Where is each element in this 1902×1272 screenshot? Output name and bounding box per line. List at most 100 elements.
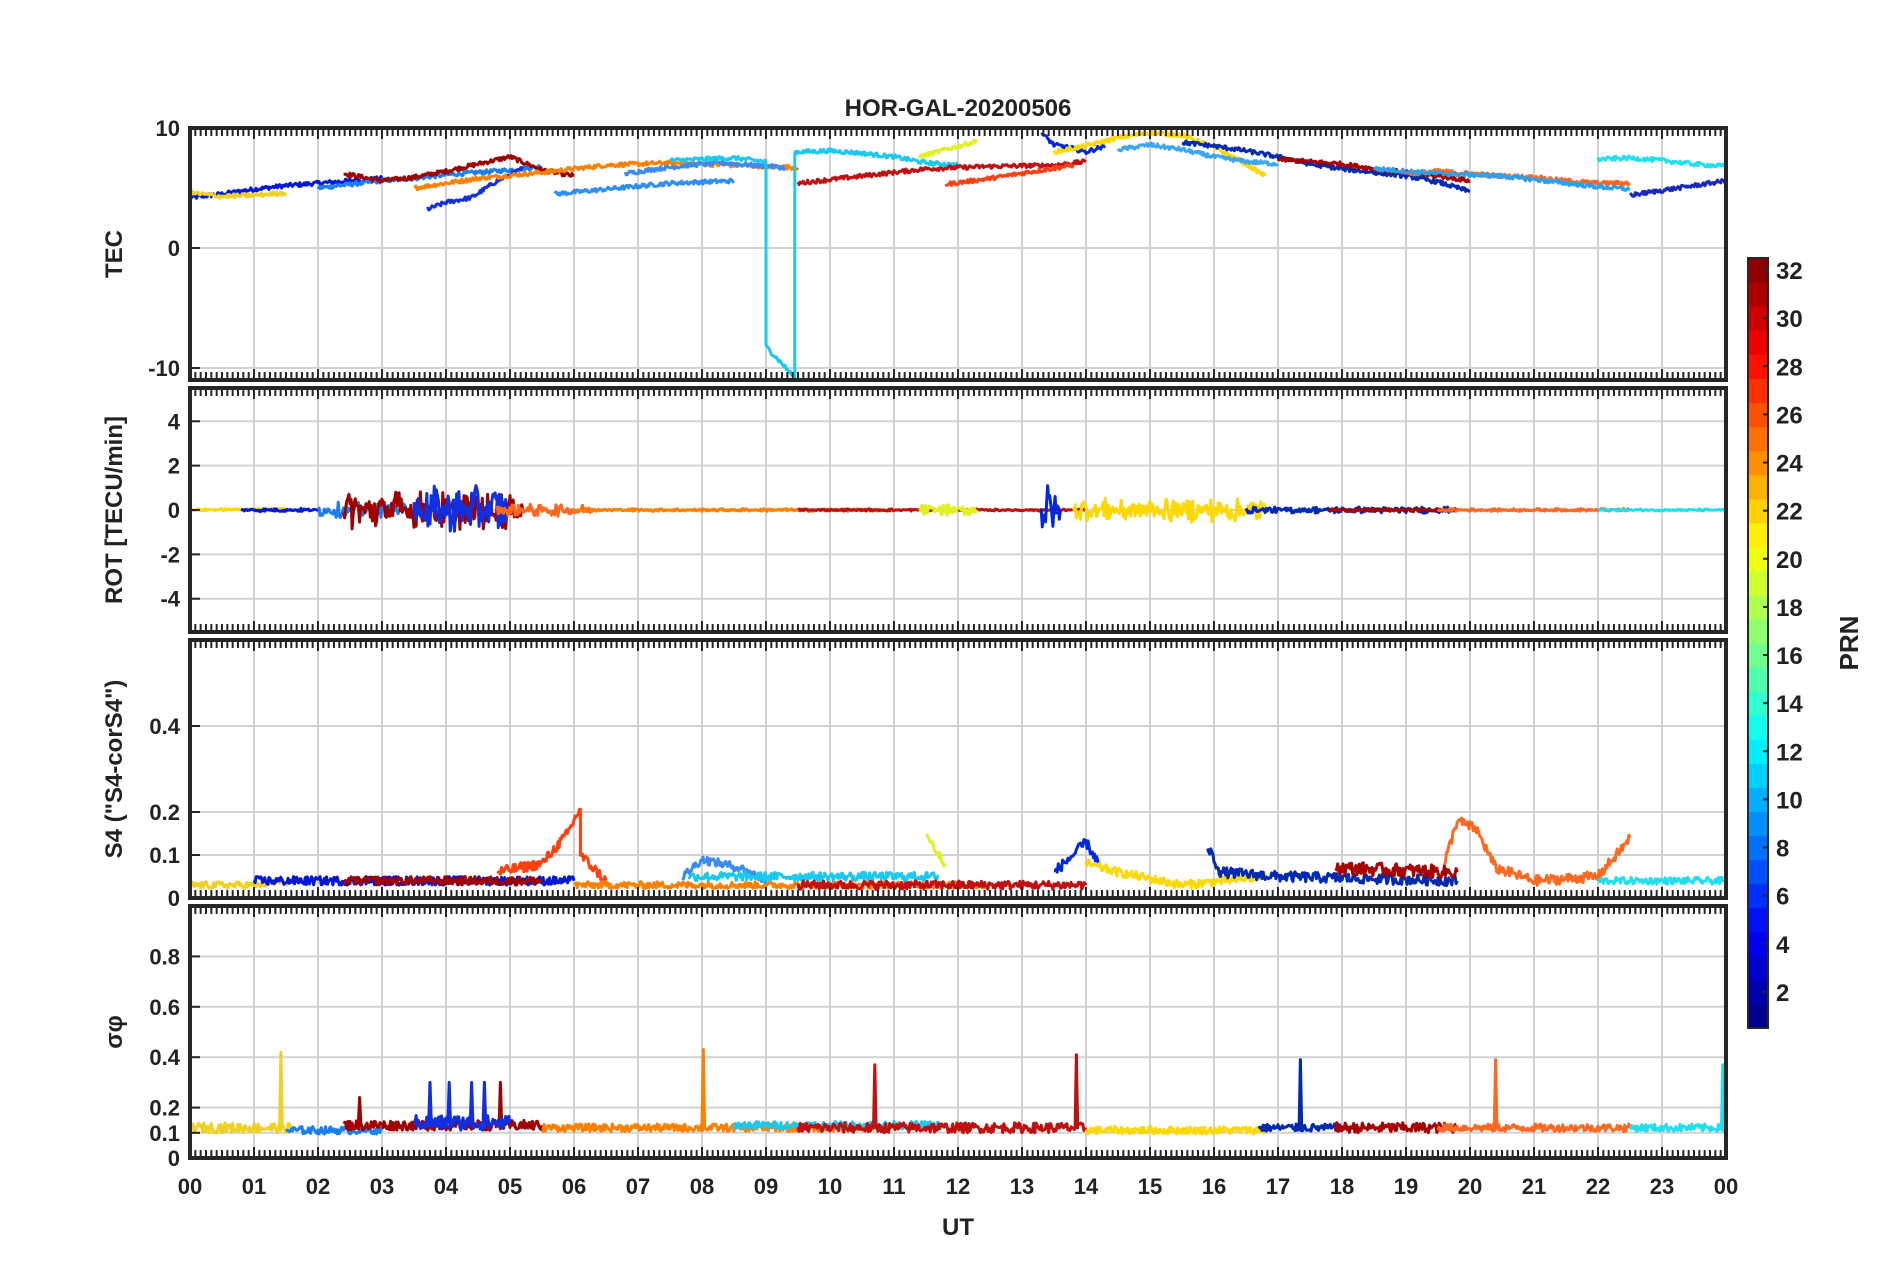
- colorbar-segment: [1748, 618, 1768, 644]
- series-prn-13: [1628, 1063, 1726, 1133]
- colorbar-tick-label: 14: [1776, 691, 1803, 718]
- colorbar-tick-label: 6: [1776, 884, 1789, 911]
- chart-title: HOR-GAL-20200506: [845, 95, 1072, 122]
- series-prn-13: [687, 870, 940, 883]
- y-tick-label: 0: [168, 886, 180, 911]
- series-prn-10: [316, 164, 544, 191]
- series-prn-30: [1334, 1121, 1459, 1135]
- series-prn-4: [412, 484, 511, 533]
- colorbar-tick-label: 16: [1776, 643, 1803, 670]
- colorbar-frame: [1747, 257, 1769, 1029]
- y-tick-label: 0.1: [149, 843, 180, 868]
- x-tick-label: 06: [562, 1174, 586, 1199]
- series-prn-2: [1181, 139, 1471, 194]
- series-prn-27: [496, 807, 608, 883]
- x-tick-label: 11: [882, 1174, 905, 1199]
- series-prn-31: [343, 154, 575, 184]
- y-tick-label: 0.8: [149, 944, 180, 969]
- colorbar-segment: [1748, 955, 1768, 981]
- colorbar-segment: [1748, 643, 1768, 668]
- y-tick-label: 0.2: [149, 800, 180, 825]
- colorbar-segment: [1748, 739, 1768, 764]
- y-tick-label: -4: [160, 587, 180, 612]
- colorbar-segment: [1748, 763, 1768, 788]
- series-prn-4: [1053, 838, 1101, 874]
- y-tick-label: -10: [148, 356, 180, 381]
- colorbar-segment: [1748, 979, 1768, 1005]
- x-tick-label: 09: [754, 1174, 778, 1199]
- y-tick-label: 0: [168, 236, 180, 261]
- y-axis-label: ROT [TECU/min]: [101, 416, 128, 604]
- colorbar-segment: [1748, 546, 1768, 572]
- series-prn-2: [1257, 1058, 1343, 1133]
- x-tick-label: 01: [242, 1174, 266, 1199]
- colorbar-segment: [1748, 306, 1768, 331]
- colorbar-label: PRN: [1834, 616, 1864, 671]
- colorbar-tick-label: 26: [1776, 402, 1803, 429]
- colorbar-segment: [1748, 378, 1768, 403]
- series-prn-19: [918, 138, 978, 159]
- x-tick-label: 04: [434, 1174, 459, 1199]
- colorbar-segment: [1748, 907, 1768, 933]
- panel-s4: 0 0.1 0.2 0.4 S4 ("S4-corS4"): [101, 638, 1728, 911]
- colorbar-segment: [1748, 570, 1768, 596]
- series-prn-23: [413, 159, 800, 192]
- x-tick-label: 20: [1458, 1174, 1482, 1199]
- x-tick-label: 00: [178, 1174, 202, 1199]
- series-prn-2: [1206, 847, 1459, 888]
- x-axis-label: UT: [942, 1214, 974, 1241]
- series-prn-4: [413, 1080, 512, 1132]
- series-prn-12: [1372, 166, 1631, 192]
- series-prn-3: [240, 506, 319, 514]
- y-tick-label: 0.2: [149, 1096, 180, 1121]
- x-tick-label: 14: [1074, 1174, 1099, 1199]
- series-prn-29: [796, 158, 1087, 187]
- x-tick-label: 05: [498, 1174, 522, 1199]
- series-group: [190, 129, 1726, 380]
- colorbar-segment: [1748, 859, 1768, 885]
- series-prn-19: [925, 833, 947, 868]
- series-prn-25: [1442, 816, 1632, 887]
- colorbar-tick-label: 18: [1776, 595, 1803, 622]
- y-axis-label: TEC: [101, 230, 128, 278]
- series-prn-10: [285, 1125, 384, 1136]
- colorbar-tick-label: 12: [1776, 739, 1803, 766]
- panel-sigma: 00.10.2 0.4 0.6 0.8 σφ: [101, 904, 1728, 1171]
- series-prn-8: [623, 159, 787, 177]
- y-axis-label: S4 ("S4-corS4"): [101, 680, 128, 859]
- colorbar-tick-label: 8: [1776, 836, 1789, 863]
- x-tick-label: 10: [818, 1174, 842, 1199]
- colorbar-segment: [1748, 787, 1768, 813]
- x-tick-label: 03: [370, 1174, 394, 1199]
- colorbar-tick-label: 22: [1776, 499, 1803, 526]
- series-prn-3: [190, 175, 384, 200]
- colorbar-segment: [1748, 883, 1768, 909]
- colorbar-tick-label: 28: [1776, 354, 1803, 381]
- series-prn-30: [1327, 507, 1458, 514]
- colorbar-segment: [1748, 498, 1768, 524]
- y-tick-label: 0: [168, 1146, 180, 1171]
- colorbar-tick-label: 32: [1776, 258, 1803, 285]
- series-prn-21: [1084, 1125, 1267, 1136]
- x-tick-label: 16: [1202, 1174, 1226, 1199]
- series-prn-29: [796, 1053, 1088, 1135]
- x-tick-label: 15: [1138, 1174, 1162, 1199]
- colorbar-segment: [1748, 667, 1768, 692]
- colorbar-segment: [1748, 330, 1768, 355]
- x-tick-label: 19: [1394, 1174, 1418, 1199]
- series-group: [190, 807, 1726, 891]
- panel-tec: -10 0 10 TEC: [101, 116, 1728, 382]
- colorbar-segment: [1748, 691, 1768, 716]
- colorbar-segment: [1748, 1003, 1768, 1029]
- y-tick-label: 0.4: [149, 1045, 180, 1070]
- x-tick-label: 18: [1330, 1174, 1354, 1199]
- x-tick-label: 21: [1522, 1174, 1546, 1199]
- series-prn-19: [918, 503, 979, 517]
- colorbar-tick-label: 20: [1776, 547, 1803, 574]
- colorbar-segment: [1748, 450, 1768, 476]
- series-prn-25: [1436, 1058, 1632, 1133]
- x-tick-label: 00: [1714, 1174, 1738, 1199]
- series-prn-30: [1334, 861, 1459, 879]
